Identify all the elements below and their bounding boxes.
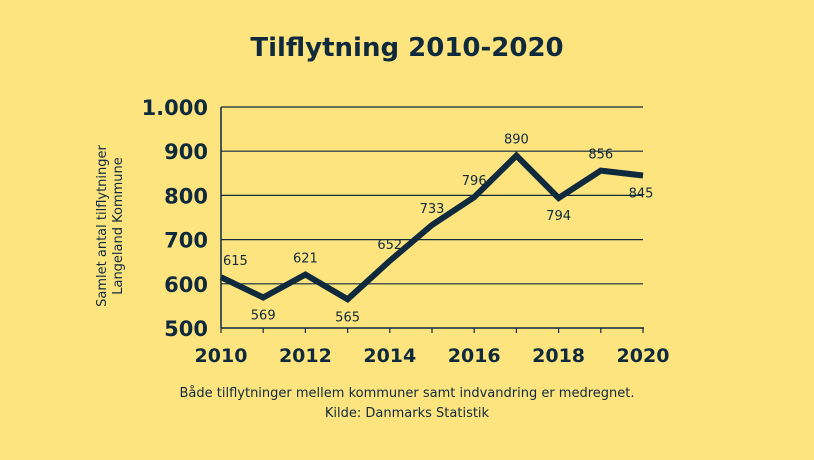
- y-axis-label-line-1: Samlet antal tilflytninger: [95, 144, 110, 306]
- data-label: 733: [420, 202, 445, 217]
- y-tick-label: 900: [164, 140, 208, 164]
- x-tick-label: 2010: [195, 345, 248, 367]
- data-label: 794: [546, 209, 571, 224]
- y-axis-label-line-2: Langeland Kommune: [111, 157, 126, 295]
- grid-lines: [221, 106, 643, 285]
- y-tick-label: 500: [164, 317, 208, 341]
- axes: [220, 107, 644, 333]
- data-label: 565: [335, 310, 360, 325]
- x-tick-labels: 2010 2012 2014 2016 2018 2020: [195, 345, 670, 367]
- data-label: 569: [251, 309, 276, 324]
- x-tick-label: 2020: [617, 345, 670, 367]
- y-tick-label: 700: [164, 229, 208, 253]
- data-labels: 615 569 621 565 652 733 796 890 794 856 845: [223, 133, 653, 326]
- x-tick-label: 2012: [279, 345, 332, 367]
- y-tick-label: 1.000: [142, 96, 208, 120]
- data-label: 856: [588, 148, 613, 163]
- data-label: 845: [629, 187, 654, 202]
- chart-title: Tilflytning 2010-2020: [250, 33, 563, 63]
- data-label: 652: [377, 238, 402, 253]
- data-label: 796: [462, 174, 487, 189]
- source-text: Kilde: Danmarks Statistik: [325, 406, 490, 421]
- y-axis-label: Samlet antal tilflytninger Langeland Kom…: [95, 144, 126, 306]
- data-label: 890: [504, 133, 529, 148]
- y-tick-label: 600: [164, 273, 208, 297]
- data-label: 621: [293, 252, 318, 267]
- y-tick-label: 800: [164, 184, 208, 208]
- x-tick-label: 2016: [448, 345, 501, 367]
- y-tick-labels: 500 600 700 800 900 1.000: [142, 96, 208, 341]
- series-line: [219, 151, 644, 303]
- data-label: 615: [223, 254, 248, 269]
- footnote-text: Både tilflytninger mellem kommuner samt …: [180, 386, 635, 401]
- x-tick-label: 2014: [363, 345, 416, 367]
- x-tick-label: 2018: [532, 345, 585, 367]
